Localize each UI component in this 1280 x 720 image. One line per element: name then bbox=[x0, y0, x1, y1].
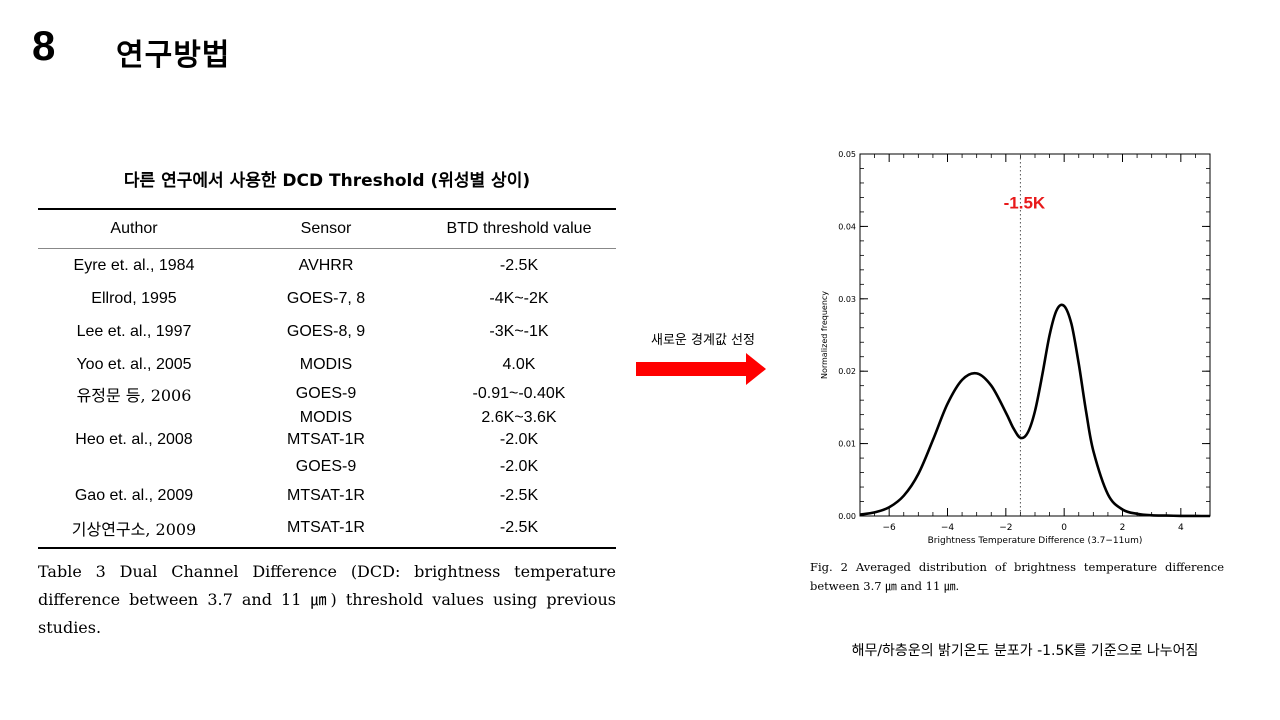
cell-sensor: AVHRR bbox=[298, 257, 354, 274]
cell-value: -4K~-2K bbox=[489, 290, 549, 307]
table-row: 유정문 등, 2006 GOES-9 -0.91~-0.40K bbox=[38, 381, 616, 407]
cell-value: -3K~-1K bbox=[489, 323, 549, 340]
table-row: MODIS 2.6K~3.6K bbox=[38, 407, 616, 429]
cell-author: Gao et. al., 2009 bbox=[74, 487, 194, 504]
cell-author: Eyre et. al., 1984 bbox=[73, 257, 195, 274]
cell-value: 4.0K bbox=[502, 356, 536, 373]
cell-sensor: MODIS bbox=[299, 409, 353, 426]
x-tick-label: −2 bbox=[999, 523, 1012, 533]
table-row: Ellrod, 1995 GOES-7, 8 -4K~-2K bbox=[38, 283, 616, 315]
cell-value: -2.0K bbox=[499, 431, 539, 448]
table-row: 기상연구소, 2009 MTSAT-1R -2.5K bbox=[38, 509, 616, 547]
cell-sensor: MTSAT-1R bbox=[287, 487, 365, 504]
table-row: Lee et. al., 1997 GOES-8, 9 -3K~-1K bbox=[38, 315, 616, 349]
y-tick-label: 0.05 bbox=[838, 150, 856, 159]
slide-title: 연구방법 bbox=[116, 38, 231, 73]
cell-author: Heo et. al., 2008 bbox=[75, 431, 193, 448]
cell-value: -2.5K bbox=[499, 519, 539, 536]
table-header: Author Sensor BTD threshold value bbox=[38, 210, 616, 249]
cell-author: Lee et. al., 1997 bbox=[76, 323, 192, 340]
table-caption: Table 3 Dual Channel Difference (DCD: br… bbox=[38, 562, 616, 637]
y-tick-label: 0.04 bbox=[838, 222, 856, 231]
cell-author: Yoo et. al., 2005 bbox=[76, 356, 192, 373]
btd-distribution-chart: −6 −4 −2 0 2 4 0.00 0.01 0.02 0.03 0.04 0.05 Brightn… bbox=[820, 150, 1211, 546]
figure-caption: Fig. 2 Averaged distribution of brightne… bbox=[810, 560, 1224, 593]
y-tick-label: 0.00 bbox=[838, 512, 856, 521]
y-tick-label: 0.01 bbox=[838, 440, 856, 449]
cell-sensor: MTSAT-1R bbox=[287, 519, 365, 536]
x-tick-label: −4 bbox=[941, 523, 955, 533]
cell-value: -2.0K bbox=[499, 458, 539, 475]
y-axis-label: Normalized frequency bbox=[820, 291, 829, 379]
x-tick-label: 4 bbox=[1178, 523, 1184, 533]
threshold-table: Author Sensor BTD threshold value Eyre e… bbox=[38, 208, 616, 549]
cell-author: 기상연구소, 2009 bbox=[71, 520, 197, 539]
header-value: BTD threshold value bbox=[446, 220, 592, 237]
cell-sensor: GOES-9 bbox=[295, 458, 357, 475]
arrow-label: 새로운 경계값 선정 bbox=[651, 333, 755, 348]
y-tick-label: 0.02 bbox=[838, 367, 856, 376]
table-row: GOES-9 -2.0K bbox=[38, 451, 616, 483]
cell-value: -0.91~-0.40K bbox=[472, 385, 566, 402]
table-row: Yoo et. al., 2005 MODIS 4.0K bbox=[38, 349, 616, 381]
table-row: Eyre et. al., 1984 AVHRR -2.5K bbox=[38, 249, 616, 283]
y-tick-label: 0.03 bbox=[838, 295, 856, 304]
threshold-label: -1.5K bbox=[1004, 193, 1046, 212]
x-tick-label: 2 bbox=[1120, 523, 1126, 533]
cell-sensor: GOES-8, 9 bbox=[286, 323, 366, 340]
cell-sensor: GOES-9 bbox=[295, 385, 357, 402]
result-note: 해무/하층운의 밝기온도 분포가 -1.5K를 기준으로 나누어짐 bbox=[851, 643, 1199, 659]
cell-sensor: MODIS bbox=[299, 356, 353, 373]
slide-number: 8 bbox=[32, 22, 56, 69]
cell-value: 2.6K~3.6K bbox=[481, 409, 557, 426]
right-arrow-icon bbox=[636, 353, 766, 385]
cell-sensor: GOES-7, 8 bbox=[286, 290, 366, 307]
header-author: Author bbox=[110, 220, 158, 237]
header-sensor: Sensor bbox=[300, 220, 352, 237]
x-tick-label: 0 bbox=[1061, 523, 1067, 533]
cell-value: -2.5K bbox=[499, 487, 539, 504]
cell-author: Ellrod, 1995 bbox=[91, 290, 177, 307]
x-tick-label: −6 bbox=[883, 523, 897, 533]
cell-value: -2.5K bbox=[499, 257, 539, 274]
table-title: 다른 연구에서 사용한 DCD Threshold (위성별 상이) bbox=[123, 171, 531, 191]
x-axis-label: Brightness Temperature Difference (3.7−1… bbox=[928, 536, 1143, 546]
table-row: Gao et. al., 2009 MTSAT-1R -2.5K bbox=[38, 483, 616, 509]
cell-sensor: MTSAT-1R bbox=[287, 431, 365, 448]
table-row: Heo et. al., 2008 MTSAT-1R -2.0K bbox=[38, 429, 616, 451]
series-line bbox=[859, 303, 1211, 518]
cell-author: 유정문 등, 2006 bbox=[76, 386, 192, 405]
table-body: Eyre et. al., 1984 AVHRR -2.5K Ellrod, 1995… bbox=[38, 249, 616, 547]
